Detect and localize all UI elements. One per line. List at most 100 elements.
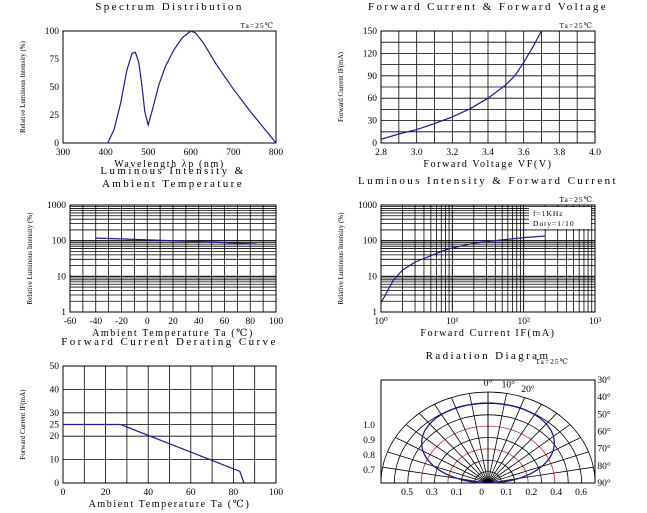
- series-line: [380, 30, 543, 140]
- angle-label: 60°: [597, 427, 611, 438]
- x-axis-label: Ambient Temperature Ta (℃): [92, 328, 254, 339]
- x-tick-label: 10⁰: [374, 317, 388, 327]
- chart-title-derating: Forward Current Derating Curve: [61, 336, 278, 348]
- radial-label: 0.9: [363, 436, 375, 446]
- angle-label: 50°: [597, 409, 611, 420]
- condition-note: Ta=25℃: [240, 21, 274, 30]
- bottom-label: 0.2: [525, 488, 537, 498]
- x-tick-label: 3.4: [482, 148, 494, 158]
- x-tick-label: 3.6: [518, 148, 530, 158]
- y-tick-label: 30: [50, 409, 60, 419]
- x-tick-label: 40: [143, 488, 153, 498]
- y-tick-label: 10: [57, 272, 67, 282]
- y-axis-label: Forward Current IF(mA): [337, 51, 345, 122]
- x-tick-label: 100: [269, 317, 284, 327]
- polar-radial-line: [487, 451, 589, 484]
- angle-label: 70°: [597, 444, 611, 455]
- condition-note: Ta=25℃: [535, 357, 569, 366]
- x-tick-label: 60: [220, 317, 230, 327]
- polar-radial-line: [487, 424, 571, 484]
- radial-label: 0.8: [363, 451, 375, 461]
- x-axis-label: Forward Current IF(mA): [420, 328, 555, 339]
- angle-label: 40°: [597, 392, 611, 403]
- x-tick-label: 600: [184, 148, 199, 158]
- angle-label: 10°: [502, 380, 516, 391]
- y-tick-label: 1: [61, 308, 66, 318]
- y-tick-label: 30: [368, 117, 378, 127]
- y-tick-label: 120: [363, 49, 378, 59]
- x-axis-label: Wavelength λp (nm): [114, 159, 225, 170]
- series-line: [95, 237, 257, 245]
- x-tick-label: 4.0: [589, 148, 601, 158]
- y-tick-label: 10: [368, 272, 378, 282]
- x-tick-label: -60: [64, 317, 77, 327]
- x-tick-label: 700: [226, 148, 241, 158]
- grid-lines: [69, 204, 277, 313]
- y-tick-label: 0: [372, 139, 377, 149]
- condition-note: Ta=25℃: [559, 21, 593, 30]
- polar-radial-line: [469, 393, 489, 484]
- y-tick-label: 0: [54, 479, 59, 489]
- y-axis-label: Forward Current IF(mA): [19, 389, 27, 460]
- x-axis-label: Ambient Temperature Ta (℃): [89, 499, 251, 510]
- chart-title-intensity-current: Luminous Intensity & Forward Current: [358, 175, 618, 187]
- x-tick-label: 10¹: [446, 317, 459, 327]
- chart-title-intensity-ambient: Ambient Temperature: [102, 178, 244, 190]
- polar-radial-line: [434, 404, 489, 484]
- y-tick-label: 100: [52, 237, 67, 247]
- y-tick-label: 25: [50, 421, 60, 431]
- polar-radial-line: [487, 437, 581, 484]
- y-tick-label: 1000: [47, 201, 66, 211]
- y-tick-label: 100: [363, 237, 378, 247]
- x-tick-label: 40: [194, 317, 204, 327]
- polar-radial-line: [405, 424, 489, 484]
- polar-radial-line: [451, 397, 489, 484]
- bottom-label: 0.1: [451, 488, 463, 498]
- bottom-label: 0.1: [500, 488, 512, 498]
- x-tick-label: 10³: [589, 317, 602, 327]
- grid-lines: [380, 30, 596, 144]
- y-tick-label: 75: [50, 55, 60, 65]
- x-tick-label: 20: [101, 488, 111, 498]
- chart-title-radiation: Radiation Diagram: [426, 350, 551, 362]
- bottom-label: 0.5: [401, 488, 413, 498]
- y-tick-label: 10: [50, 456, 60, 466]
- x-tick-label: 3.2: [446, 148, 458, 158]
- bottom-label: 0: [479, 488, 484, 498]
- x-tick-label: 100: [269, 488, 284, 498]
- x-tick-label: 500: [141, 148, 156, 158]
- x-tick-label: 800: [269, 148, 284, 158]
- chart-title-fwd-current-voltage: Forward Current & Forward Voltage: [368, 1, 608, 13]
- angle-label: 30°: [597, 375, 611, 386]
- series-line: [380, 235, 546, 304]
- polar-radial-line: [487, 397, 525, 484]
- annotation-bg: [529, 207, 591, 229]
- bottom-label: 0.6: [575, 488, 587, 498]
- annotation-text: f=1KHz: [533, 209, 564, 218]
- x-tick-label: 10²: [517, 317, 530, 327]
- x-tick-label: 60: [186, 488, 196, 498]
- chart-title-intensity-ambient: Luminous Intensity &: [100, 165, 245, 177]
- polar-radial-line: [487, 404, 542, 484]
- polar-radial-line: [487, 413, 558, 484]
- x-tick-label: 400: [98, 148, 113, 158]
- x-tick-label: -40: [89, 317, 102, 327]
- polar-radial-line: [382, 466, 489, 484]
- x-tick-label: 20: [168, 317, 178, 327]
- polar-radial-line: [387, 451, 489, 484]
- y-tick-label: 50: [50, 362, 60, 372]
- x-tick-label: 300: [56, 148, 71, 158]
- polar-grid: [380, 391, 596, 484]
- y-axis-label: Relative Luminous Intensity (%): [19, 40, 27, 133]
- bottom-label: 0.3: [426, 488, 438, 498]
- annotation-text: Duty=1/10: [533, 219, 575, 228]
- bottom-label: 0.4: [550, 488, 562, 498]
- x-tick-label: 0: [145, 317, 150, 327]
- y-tick-label: 50: [50, 83, 60, 93]
- angle-label: 90°: [597, 478, 611, 489]
- plot-frame: [62, 30, 277, 144]
- condition-note: Ta=25℃: [559, 195, 593, 204]
- polar-radial-line: [395, 437, 489, 484]
- y-tick-label: 1: [372, 308, 377, 318]
